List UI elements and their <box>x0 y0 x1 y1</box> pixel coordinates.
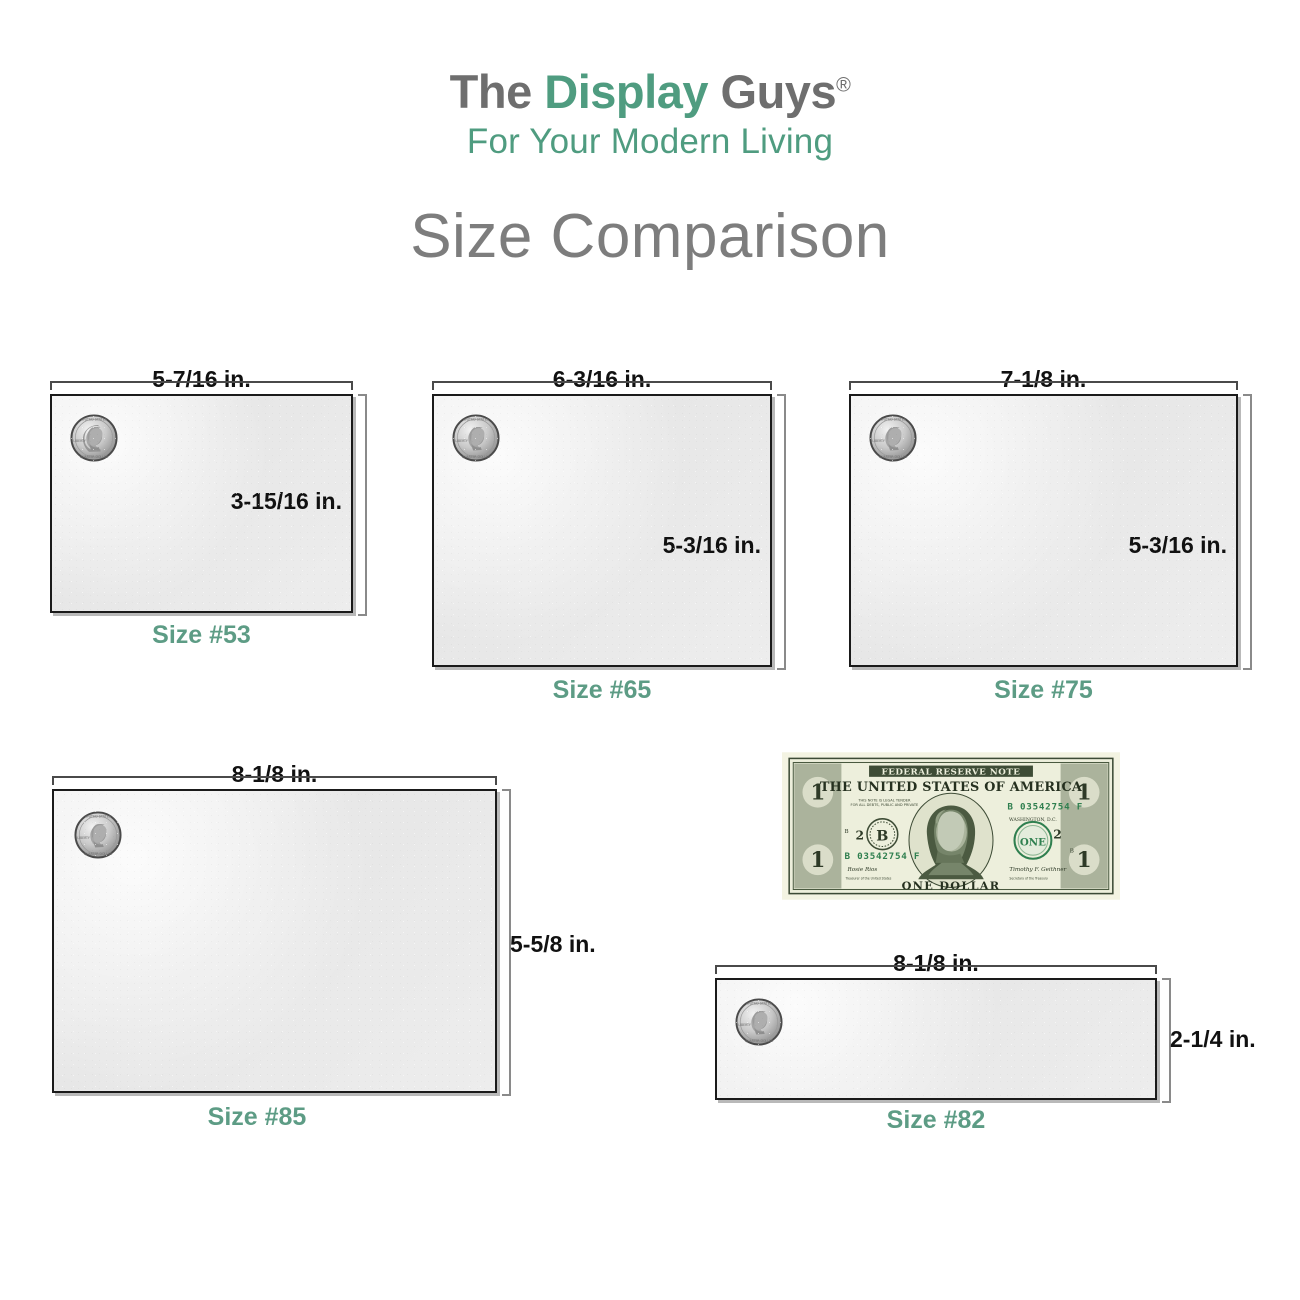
box-shadow-right-82 <box>1157 981 1160 1103</box>
box-shadow-bottom-85 <box>55 1093 500 1096</box>
box-shadow-right-85 <box>497 792 500 1096</box>
svg-text:QUARTER DOLLAR: QUARTER DOLLAR <box>80 455 109 459</box>
box-shadow-bottom-82 <box>718 1100 1160 1103</box>
svg-text:B 03542754 F: B 03542754 F <box>844 851 920 862</box>
height-dimension-line-53 <box>358 394 367 616</box>
svg-text:1: 1 <box>810 848 825 873</box>
svg-text:Treasurer of the United States: Treasurer of the United States <box>845 876 892 880</box>
us-one-dollar-bill-image: 1 1 1 1 FEDERAL RESERVE NOTE THE UNITED … <box>782 752 1120 900</box>
svg-text:QUARTER DOLLAR: QUARTER DOLLAR <box>462 455 491 459</box>
us-quarter-coin-icon: UNITED STATES LIBERTY QUARTER DOLLAR <box>735 998 783 1046</box>
brand-tagline: For Your Modern Living <box>466 122 834 161</box>
svg-text:Timothy F. Geithner: Timothy F. Geithner <box>1009 867 1066 873</box>
svg-text:UNITED STATES: UNITED STATES <box>85 815 111 819</box>
svg-text:LIBERTY: LIBERTY <box>77 836 90 840</box>
width-dimension-label-65: 6-3/16 in. <box>552 366 652 392</box>
svg-text:B: B <box>844 829 848 835</box>
height-dimension-label-65: 5-3/16 in. <box>662 532 761 558</box>
us-quarter-coin-icon: UNITED STATES LIBERTY QUARTER DOLLAR <box>70 414 118 462</box>
width-dimension-label-75: 7-1/8 in. <box>1000 366 1087 392</box>
box-shadow-right-53 <box>353 397 356 616</box>
height-dimension-line-85 <box>502 789 511 1096</box>
brand-name: The Display Guys® <box>0 68 1300 115</box>
height-dimension-label-75: 5-3/16 in. <box>1128 532 1227 558</box>
us-quarter-coin-icon: UNITED STATES LIBERTY QUARTER DOLLAR <box>74 811 122 859</box>
svg-text:FOR ALL DEBTS, PUBLIC AND PRIV: FOR ALL DEBTS, PUBLIC AND PRIVATE <box>851 803 919 807</box>
svg-text:THE UNITED STATES OF AMERICA: THE UNITED STATES OF AMERICA <box>820 780 1083 795</box>
box-shadow-right-75 <box>1238 397 1241 670</box>
svg-text:2: 2 <box>856 827 865 842</box>
brand-word-display: Display <box>544 65 721 118</box>
svg-text:UNITED STATES: UNITED STATES <box>746 1002 772 1006</box>
width-dimension-line-65 <box>432 381 772 390</box>
width-dimension-line-53 <box>50 381 353 390</box>
size-label-85: Size #85 <box>207 1103 307 1131</box>
svg-text:FEDERAL RESERVE NOTE: FEDERAL RESERVE NOTE <box>882 767 1021 777</box>
registered-trademark-icon: ® <box>836 74 851 97</box>
svg-text:B 03542754 F: B 03542754 F <box>1007 802 1083 813</box>
svg-text:UNITED STATES: UNITED STATES <box>81 418 107 422</box>
svg-text:QUARTER DOLLAR: QUARTER DOLLAR <box>745 1039 774 1043</box>
height-dimension-label-82: 2-1/4 in. <box>1170 1026 1256 1052</box>
box-shadow-right-65 <box>772 397 775 670</box>
width-dimension-line-85 <box>52 776 497 785</box>
product-box-75: UNITED STATES LIBERTY QUARTER DOLLAR 5-3… <box>849 394 1238 667</box>
svg-text:B: B <box>1070 849 1074 855</box>
width-dimension-line-75 <box>849 381 1238 390</box>
svg-text:Secretary of the Treasury: Secretary of the Treasury <box>1009 876 1048 880</box>
box-shadow-bottom-75 <box>852 667 1241 670</box>
us-quarter-coin-icon: UNITED STATES LIBERTY QUARTER DOLLAR <box>452 414 500 462</box>
svg-text:1: 1 <box>1077 780 1092 805</box>
svg-text:LIBERTY: LIBERTY <box>455 439 468 443</box>
brand-word-guys: Guys <box>720 65 837 118</box>
svg-text:1: 1 <box>1077 848 1092 873</box>
svg-text:THIS NOTE IS LEGAL TENDER: THIS NOTE IS LEGAL TENDER <box>857 798 911 802</box>
brand-word-the: The <box>449 65 545 118</box>
box-shadow-bottom-53 <box>53 613 356 616</box>
product-box-82: UNITED STATES LIBERTY QUARTER DOLLAR <box>715 978 1157 1100</box>
size-label-82: Size #82 <box>886 1106 986 1134</box>
svg-text:UNITED STATES: UNITED STATES <box>463 418 489 422</box>
size-label-65: Size #65 <box>552 676 652 704</box>
size-label-75: Size #75 <box>994 676 1093 704</box>
width-dimension-label-53: 5-7/16 in. <box>152 366 251 392</box>
svg-text:ONE: ONE <box>1020 836 1046 848</box>
svg-text:1: 1 <box>810 780 825 805</box>
width-dimension-line-82 <box>715 965 1157 974</box>
brand-logo: The Display Guys® For Your Modern Living <box>0 68 1300 159</box>
svg-text:WASHINGTON, D.C.: WASHINGTON, D.C. <box>1009 817 1057 823</box>
svg-text:B: B <box>876 828 888 844</box>
svg-text:LIBERTY: LIBERTY <box>73 439 86 443</box>
svg-text:UNITED STATES: UNITED STATES <box>880 418 906 422</box>
width-dimension-label-82: 8-1/8 in. <box>893 950 979 976</box>
page-title: Size Comparison <box>410 202 890 271</box>
svg-text:Rosie Rios: Rosie Rios <box>847 867 878 873</box>
svg-text:LIBERTY: LIBERTY <box>872 439 885 443</box>
svg-text:LIBERTY: LIBERTY <box>738 1023 751 1027</box>
height-dimension-line-65 <box>777 394 786 670</box>
svg-text:QUARTER DOLLAR: QUARTER DOLLAR <box>84 852 113 856</box>
product-box-65: UNITED STATES LIBERTY QUARTER DOLLAR 5-3… <box>432 394 772 667</box>
width-dimension-label-85: 8-1/8 in. <box>231 761 318 787</box>
height-dimension-line-82 <box>1162 978 1171 1103</box>
height-dimension-line-75 <box>1243 394 1252 670</box>
product-box-53: UNITED STATES LIBERTY QUARTER DOLLAR 3-1… <box>50 394 353 613</box>
size-label-53: Size #53 <box>152 621 251 649</box>
height-dimension-label-85: 5-5/8 in. <box>510 931 596 957</box>
us-quarter-coin-icon: UNITED STATES LIBERTY QUARTER DOLLAR <box>869 414 917 462</box>
product-box-85: UNITED STATES LIBERTY QUARTER DOLLAR <box>52 789 497 1093</box>
box-shadow-bottom-65 <box>435 667 775 670</box>
svg-text:ONE DOLLAR: ONE DOLLAR <box>902 879 1001 893</box>
svg-text:QUARTER DOLLAR: QUARTER DOLLAR <box>879 455 908 459</box>
height-dimension-label-53: 3-15/16 in. <box>230 488 342 514</box>
svg-text:2: 2 <box>1053 826 1062 841</box>
